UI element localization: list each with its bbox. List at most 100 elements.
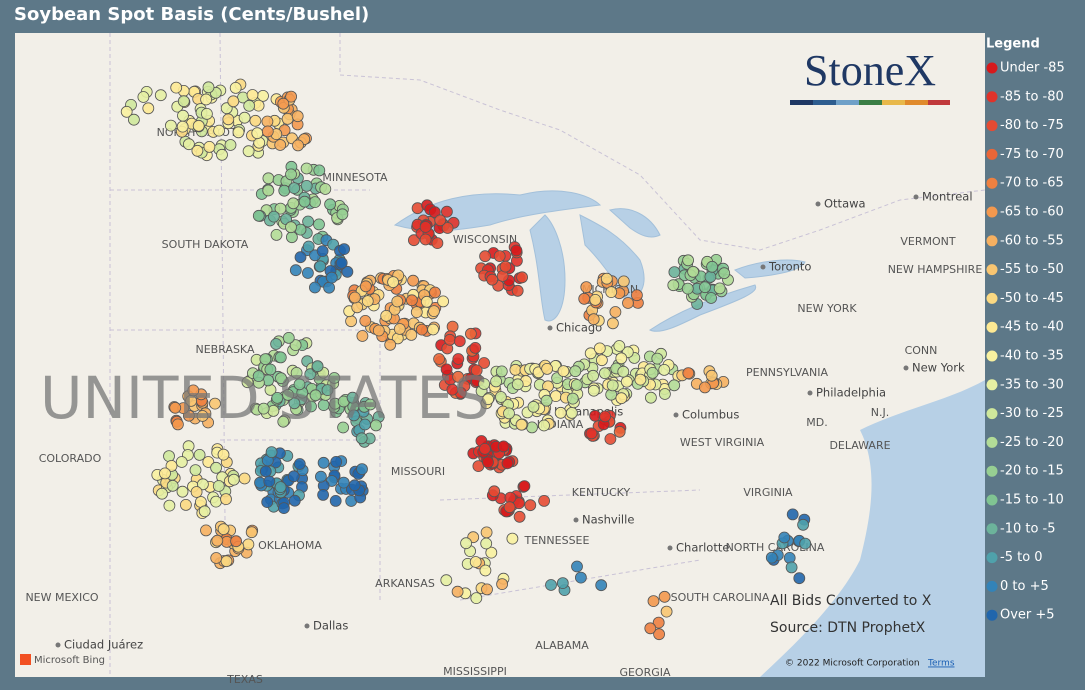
legend-label[interactable]: -40 to -35 (1000, 349, 1064, 364)
logo: StoneX (804, 46, 936, 95)
logo-bar (790, 100, 950, 105)
legend-swatch[interactable] (986, 62, 998, 74)
state-label: CONN (905, 344, 938, 357)
location-dot (494, 391, 507, 403)
location-dot (545, 579, 557, 591)
location-dot (391, 295, 404, 308)
legend-swatch[interactable] (986, 552, 998, 564)
location-dot (142, 102, 155, 115)
location-dot (668, 379, 681, 392)
legend-label[interactable]: -70 to -65 (1000, 176, 1064, 191)
location-dot (469, 341, 482, 354)
legend-label[interactable]: -75 to -70 (1000, 147, 1064, 162)
legend-label[interactable]: -50 to -45 (1000, 291, 1064, 306)
location-dot (261, 496, 274, 509)
city-marker (55, 642, 61, 648)
legend-label[interactable]: -30 to -25 (1000, 406, 1064, 421)
legend-swatch[interactable] (986, 235, 998, 247)
location-dot (261, 115, 274, 128)
legend-swatch[interactable] (986, 408, 998, 420)
location-dot (405, 294, 418, 307)
location-dot (242, 145, 255, 158)
location-dot (209, 397, 221, 410)
location-dot (600, 272, 613, 285)
city-marker (903, 365, 909, 371)
legend-label[interactable]: Over +5 (1000, 608, 1055, 623)
legend-swatch[interactable] (986, 292, 998, 304)
legend-swatch[interactable] (986, 206, 998, 218)
location-dot (405, 328, 418, 341)
location-dot (622, 297, 634, 309)
location-dot (243, 99, 256, 112)
legend-swatch[interactable] (986, 91, 998, 103)
legend-label[interactable]: -65 to -60 (1000, 205, 1064, 220)
location-dot (200, 524, 212, 537)
location-dot (291, 110, 304, 123)
location-dot (245, 526, 258, 539)
location-dot (785, 561, 798, 574)
location-dot (347, 409, 360, 422)
legend-swatch[interactable] (986, 523, 998, 535)
location-dot (587, 313, 600, 326)
legend-label[interactable]: -35 to -30 (1000, 377, 1064, 392)
legend-swatch[interactable] (986, 120, 998, 132)
location-dot (264, 363, 277, 376)
location-dot (524, 499, 537, 512)
legend-swatch[interactable] (986, 436, 998, 448)
location-dot (252, 370, 265, 383)
location-dot (282, 331, 295, 344)
location-dot (282, 388, 295, 401)
legend-swatch[interactable] (986, 609, 998, 621)
legend-label[interactable]: -60 to -55 (1000, 233, 1064, 248)
location-dot (617, 275, 630, 288)
legend-swatch[interactable] (986, 494, 998, 506)
legend-label[interactable]: Under -85 (1000, 61, 1065, 76)
city-marker (673, 412, 679, 418)
location-dot (513, 510, 526, 523)
state-label: MISSOURI (391, 465, 445, 478)
legend-label[interactable]: -20 to -15 (1000, 464, 1064, 479)
location-dot (607, 317, 619, 330)
legend-swatch[interactable] (986, 580, 998, 592)
legend-label[interactable]: -5 to 0 (1000, 550, 1043, 565)
legend-label[interactable]: -80 to -75 (1000, 118, 1064, 133)
location-dot (249, 114, 262, 127)
location-dot (265, 446, 278, 459)
legend-label[interactable]: -45 to -40 (1000, 320, 1064, 335)
location-dot (765, 551, 778, 564)
location-dot (351, 301, 364, 314)
legend-label[interactable]: -85 to -80 (1000, 89, 1064, 104)
location-dot (259, 353, 272, 366)
state-label: WISCONSIN (453, 233, 517, 246)
legend-label[interactable]: 0 to +5 (1000, 579, 1049, 594)
location-dot (609, 306, 622, 318)
location-dot (446, 320, 459, 333)
location-dot (182, 138, 195, 151)
location-dot (120, 105, 133, 118)
location-dot (659, 388, 671, 400)
location-dot (384, 338, 397, 351)
legend-swatch[interactable] (986, 177, 998, 189)
legend-swatch[interactable] (986, 465, 998, 477)
legend-swatch[interactable] (986, 379, 998, 391)
legend-label[interactable]: -15 to -10 (1000, 493, 1064, 508)
state-label: PENNSYLVANIA (746, 366, 828, 379)
terms-link[interactable]: Terms (927, 659, 955, 669)
location-dot (203, 140, 216, 153)
location-dot (300, 162, 313, 175)
legend-label[interactable]: -55 to -50 (1000, 262, 1064, 277)
location-dot (251, 127, 264, 140)
location-dot (267, 210, 280, 223)
legend-swatch[interactable] (986, 350, 998, 362)
legend-label[interactable]: -10 to -5 (1000, 521, 1056, 536)
legend-label[interactable]: -25 to -20 (1000, 435, 1064, 450)
legend-swatch[interactable] (986, 264, 998, 276)
state-label: ALABAMA (535, 639, 589, 652)
location-dot (359, 314, 372, 327)
legend-swatch[interactable] (986, 148, 998, 160)
location-dot (288, 397, 301, 410)
location-dot (705, 292, 717, 304)
state-label: WEST VIRGINIA (680, 436, 765, 449)
attribution: © 2022 Microsoft Corporation (785, 659, 920, 669)
legend-swatch[interactable] (986, 321, 998, 333)
